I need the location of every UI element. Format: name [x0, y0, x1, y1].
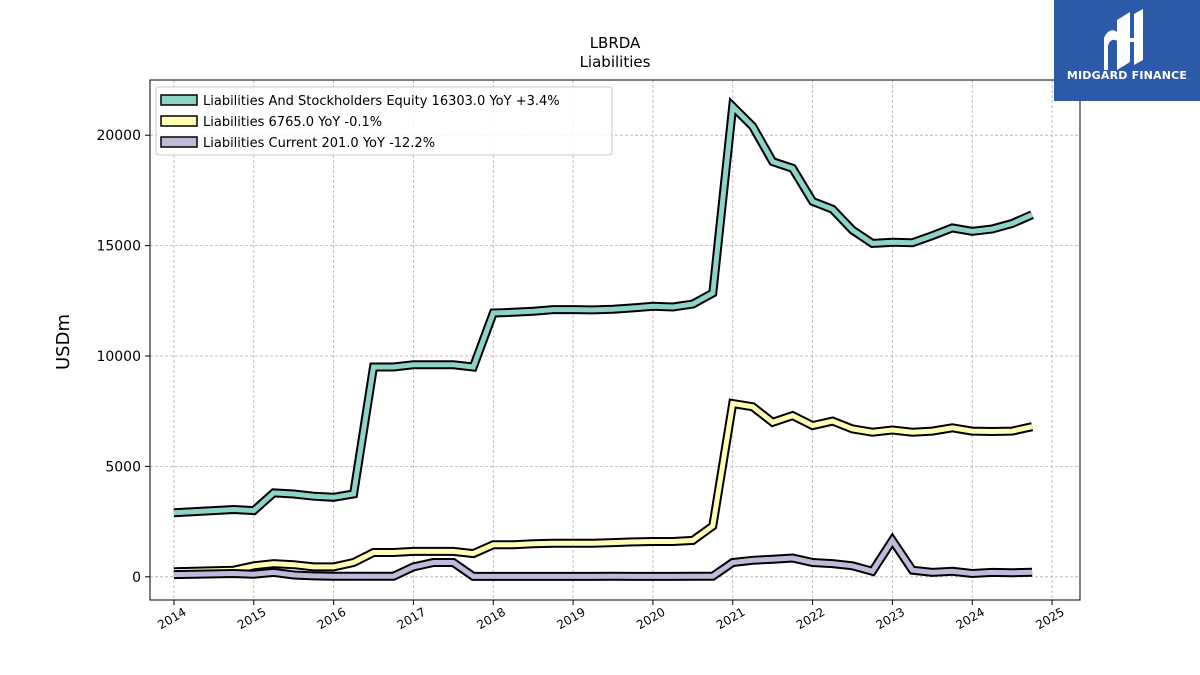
y-tick-label: 15000: [96, 239, 141, 255]
x-tick-label: 2015: [235, 605, 268, 632]
x-tick-label: 2023: [874, 605, 907, 632]
logo-mark-icon: [1104, 9, 1143, 70]
x-tick-label: 2021: [714, 605, 747, 632]
x-tick-label: 2019: [554, 605, 587, 632]
x-tick-label: 2017: [395, 605, 428, 632]
series-2: [173, 398, 1034, 577]
series-3: [173, 532, 1033, 581]
x-tick-label: 2016: [315, 605, 348, 632]
y-axis: 0 5000 10000 15000 20000: [96, 128, 150, 586]
x-tick-label: 2022: [794, 605, 827, 632]
midgard-finance-logo: MIDGARD FINANCE: [1054, 0, 1200, 101]
grid: [150, 80, 1080, 600]
series-layer: [173, 96, 1034, 581]
x-tick-label: 2024: [954, 605, 987, 632]
chart-subtitle: Liabilities: [580, 53, 651, 71]
series-line: [173, 400, 1033, 575]
x-tick-label: 2025: [1033, 605, 1066, 632]
legend-label: Liabilities Current 201.0 YoY -12.2%: [203, 136, 435, 151]
legend-swatch: [160, 94, 198, 106]
legend-box: [155, 86, 613, 156]
x-tick-label: 2018: [475, 605, 508, 632]
series-line: [173, 535, 1033, 579]
y-tick-label: 0: [132, 570, 141, 586]
y-axis-label: USDm: [53, 314, 74, 370]
series-1: [173, 96, 1034, 518]
legend-label: Liabilities And Stockholders Equity 1630…: [203, 94, 560, 109]
x-axis: 2014 2015 2016 2017 2018 2019 2020 2021 2022 2023…: [155, 600, 1067, 632]
y-tick-label: 10000: [96, 349, 141, 365]
x-tick-label: 2014: [155, 605, 188, 632]
x-tick-label: 2020: [634, 605, 667, 632]
legend-swatch: [160, 115, 198, 127]
y-tick-label: 5000: [105, 459, 141, 475]
plot-frame: [149, 79, 1081, 601]
chart-title: LBRDA: [590, 34, 641, 52]
legend: Liabilities And Stockholders Equity 1630…: [155, 86, 613, 156]
logo-text: MIDGARD FINANCE: [1066, 69, 1188, 82]
legend-label: Liabilities 6765.0 YoY -0.1%: [203, 115, 382, 130]
y-tick-label: 20000: [96, 128, 141, 144]
legend-swatch: [160, 136, 198, 148]
series-line: [173, 101, 1034, 516]
